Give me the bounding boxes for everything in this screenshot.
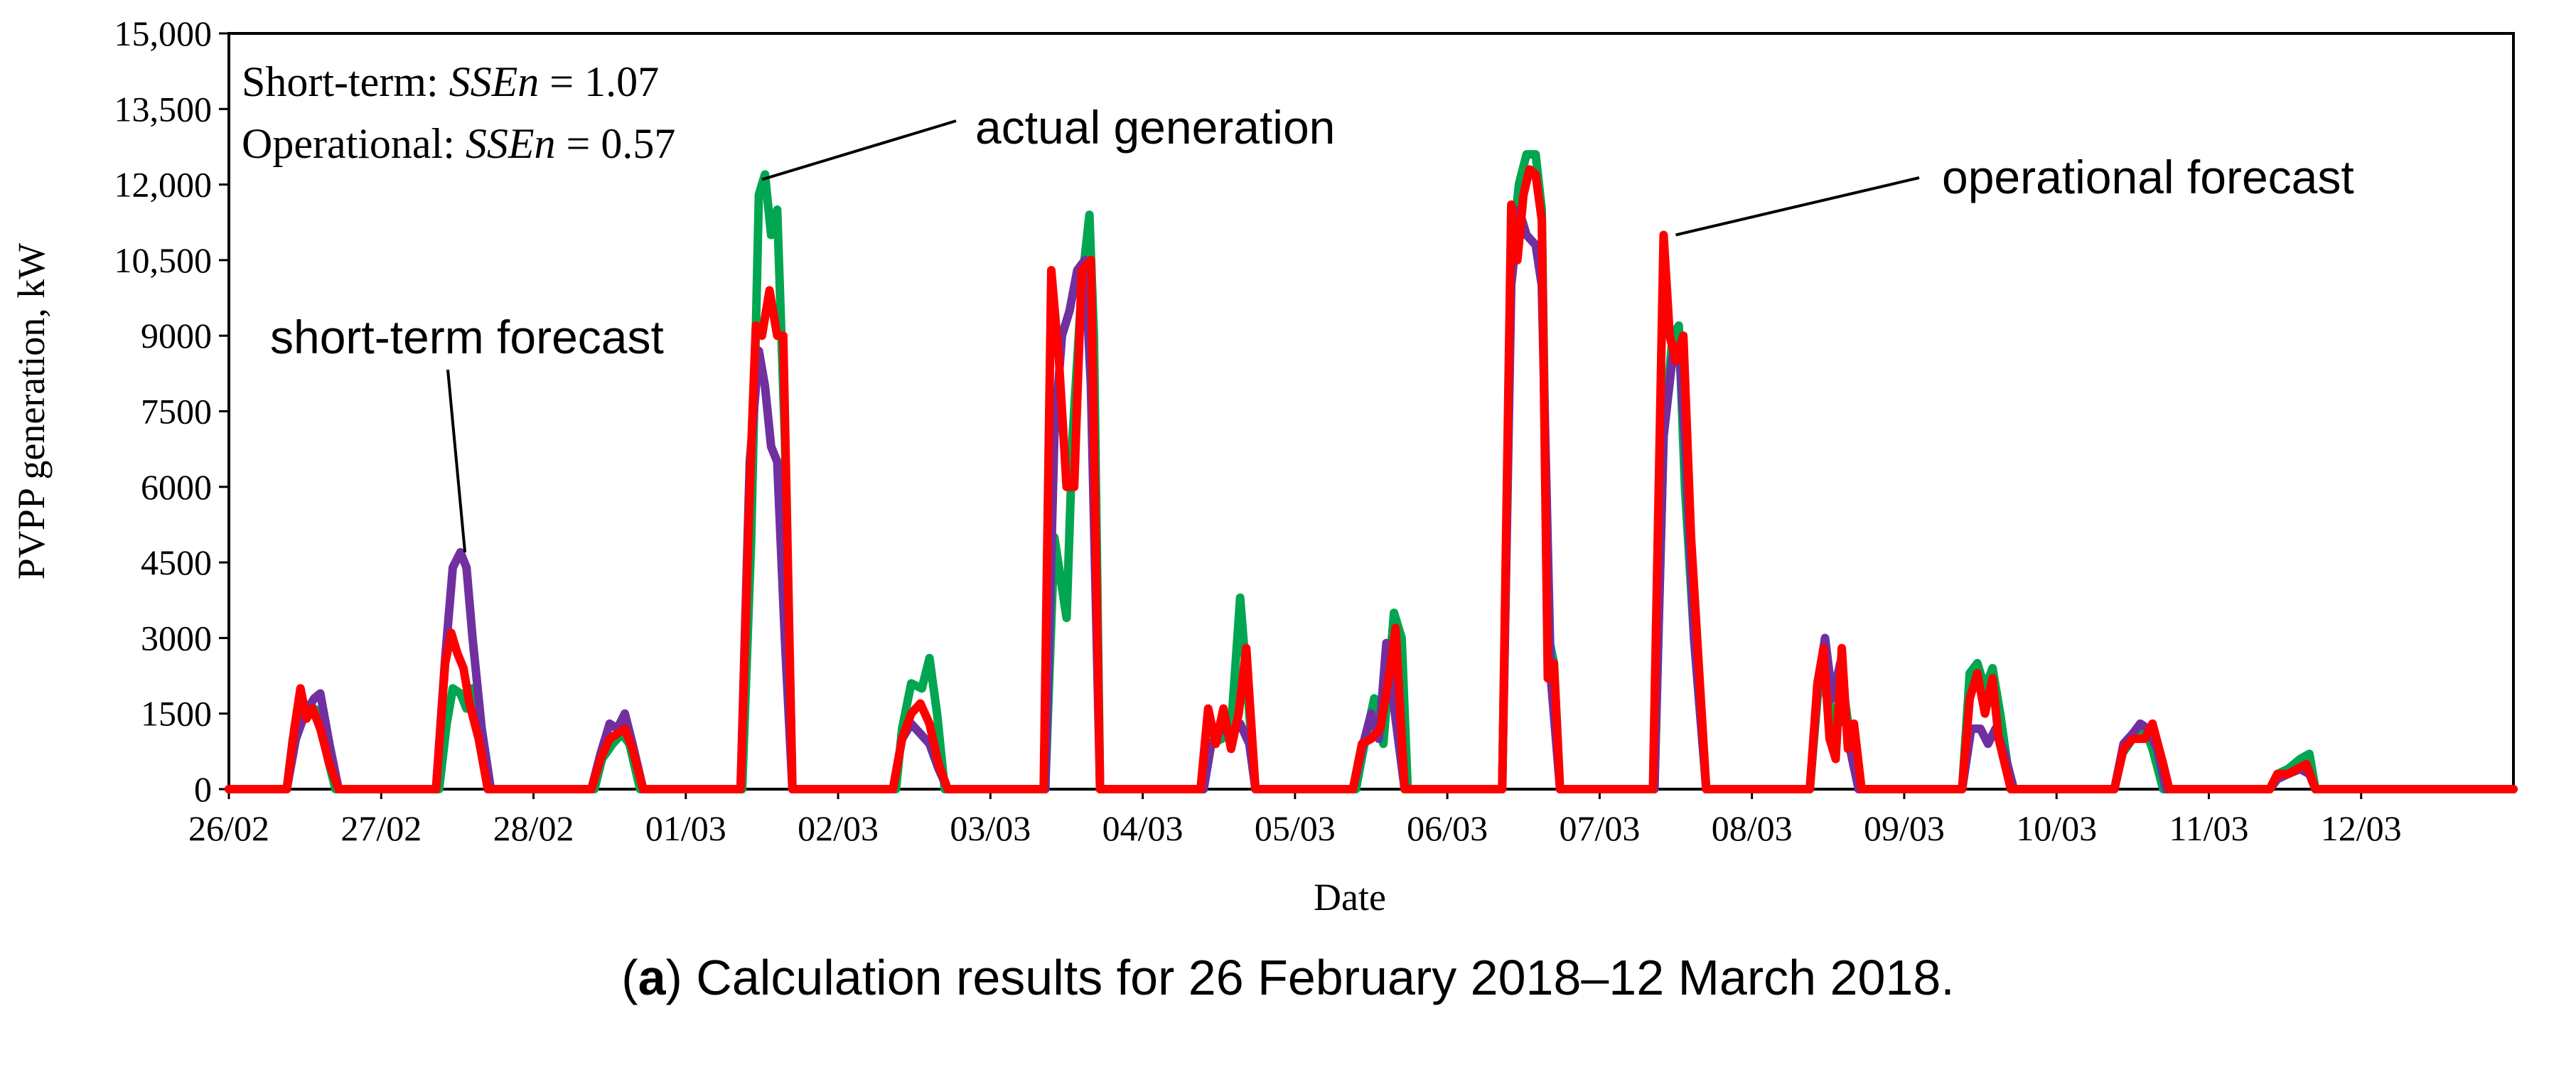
short-term-stat: Short-term: SSEn = 1.07	[242, 58, 659, 105]
y-tick-label: 15,000	[114, 14, 213, 53]
x-tick-label: 27/02	[340, 808, 422, 848]
x-tick-label: 11/03	[2169, 808, 2248, 848]
x-tick-label: 08/03	[1712, 808, 1793, 848]
caption-label: a	[638, 950, 666, 1005]
annotation-leader-line	[446, 369, 467, 553]
y-tick-label: 0	[194, 769, 212, 809]
y-tick-label: 1500	[141, 694, 212, 734]
y-tick-label: 7500	[141, 392, 212, 432]
y-tick-label: 9000	[141, 316, 212, 355]
actual-series-line	[225, 150, 2518, 793]
annotations-layer: actual generation operational forecast sho…	[270, 101, 2354, 553]
series-layer	[225, 150, 2518, 793]
y-axis-ticks: 0 1500 3000 4500 6000 7500 9000 10,500 12,000 13,…	[114, 14, 229, 809]
operational-stat: Operational: SSEn = 0.57	[242, 120, 675, 167]
x-axis-ticks: 26/02 27/02 28/02 01/03 02/03 03/03 04/03 05/03…	[188, 789, 2402, 848]
x-tick-label: 06/03	[1407, 808, 1488, 848]
y-tick-label: 6000	[141, 467, 212, 507]
annotation-leader-line	[1675, 176, 1920, 237]
y-tick-label: 10,500	[114, 240, 213, 280]
x-tick-label: 07/03	[1559, 808, 1640, 848]
x-tick-label: 12/03	[2321, 808, 2402, 848]
x-tick-label: 10/03	[2016, 808, 2097, 848]
x-tick-label: 28/02	[493, 808, 574, 848]
x-tick-label: 01/03	[645, 808, 726, 848]
y-tick-label: 13,500	[114, 89, 213, 129]
x-tick-label: 02/03	[798, 808, 879, 848]
x-tick-label: 05/03	[1255, 808, 1336, 848]
x-tick-label: 03/03	[950, 808, 1031, 848]
x-tick-label: 04/03	[1102, 808, 1184, 848]
figure-caption: (a) Calculation results for 26 February …	[621, 950, 1955, 1005]
x-axis-title: Date	[1314, 876, 1386, 919]
y-tick-label: 4500	[141, 542, 212, 582]
annotation-label: actual generation	[975, 101, 1335, 154]
annotation-label: operational forecast	[1942, 151, 2354, 203]
y-tick-label: 3000	[141, 618, 212, 658]
y-tick-label: 12,000	[114, 165, 213, 205]
operational-series-line	[225, 165, 2518, 793]
y-axis-title: PVPP generation, kW	[10, 243, 53, 579]
annotation-label: short-term forecast	[270, 311, 664, 363]
x-tick-label: 09/03	[1864, 808, 1945, 848]
x-tick-label: 26/02	[188, 808, 269, 848]
caption-text: Calculation results for 26 February 2018…	[696, 950, 1955, 1005]
annotation-leader-line	[761, 119, 957, 181]
chart-canvas: 0 1500 3000 4500 6000 7500 9000 10,500 12,000 13,…	[10, 14, 2518, 919]
